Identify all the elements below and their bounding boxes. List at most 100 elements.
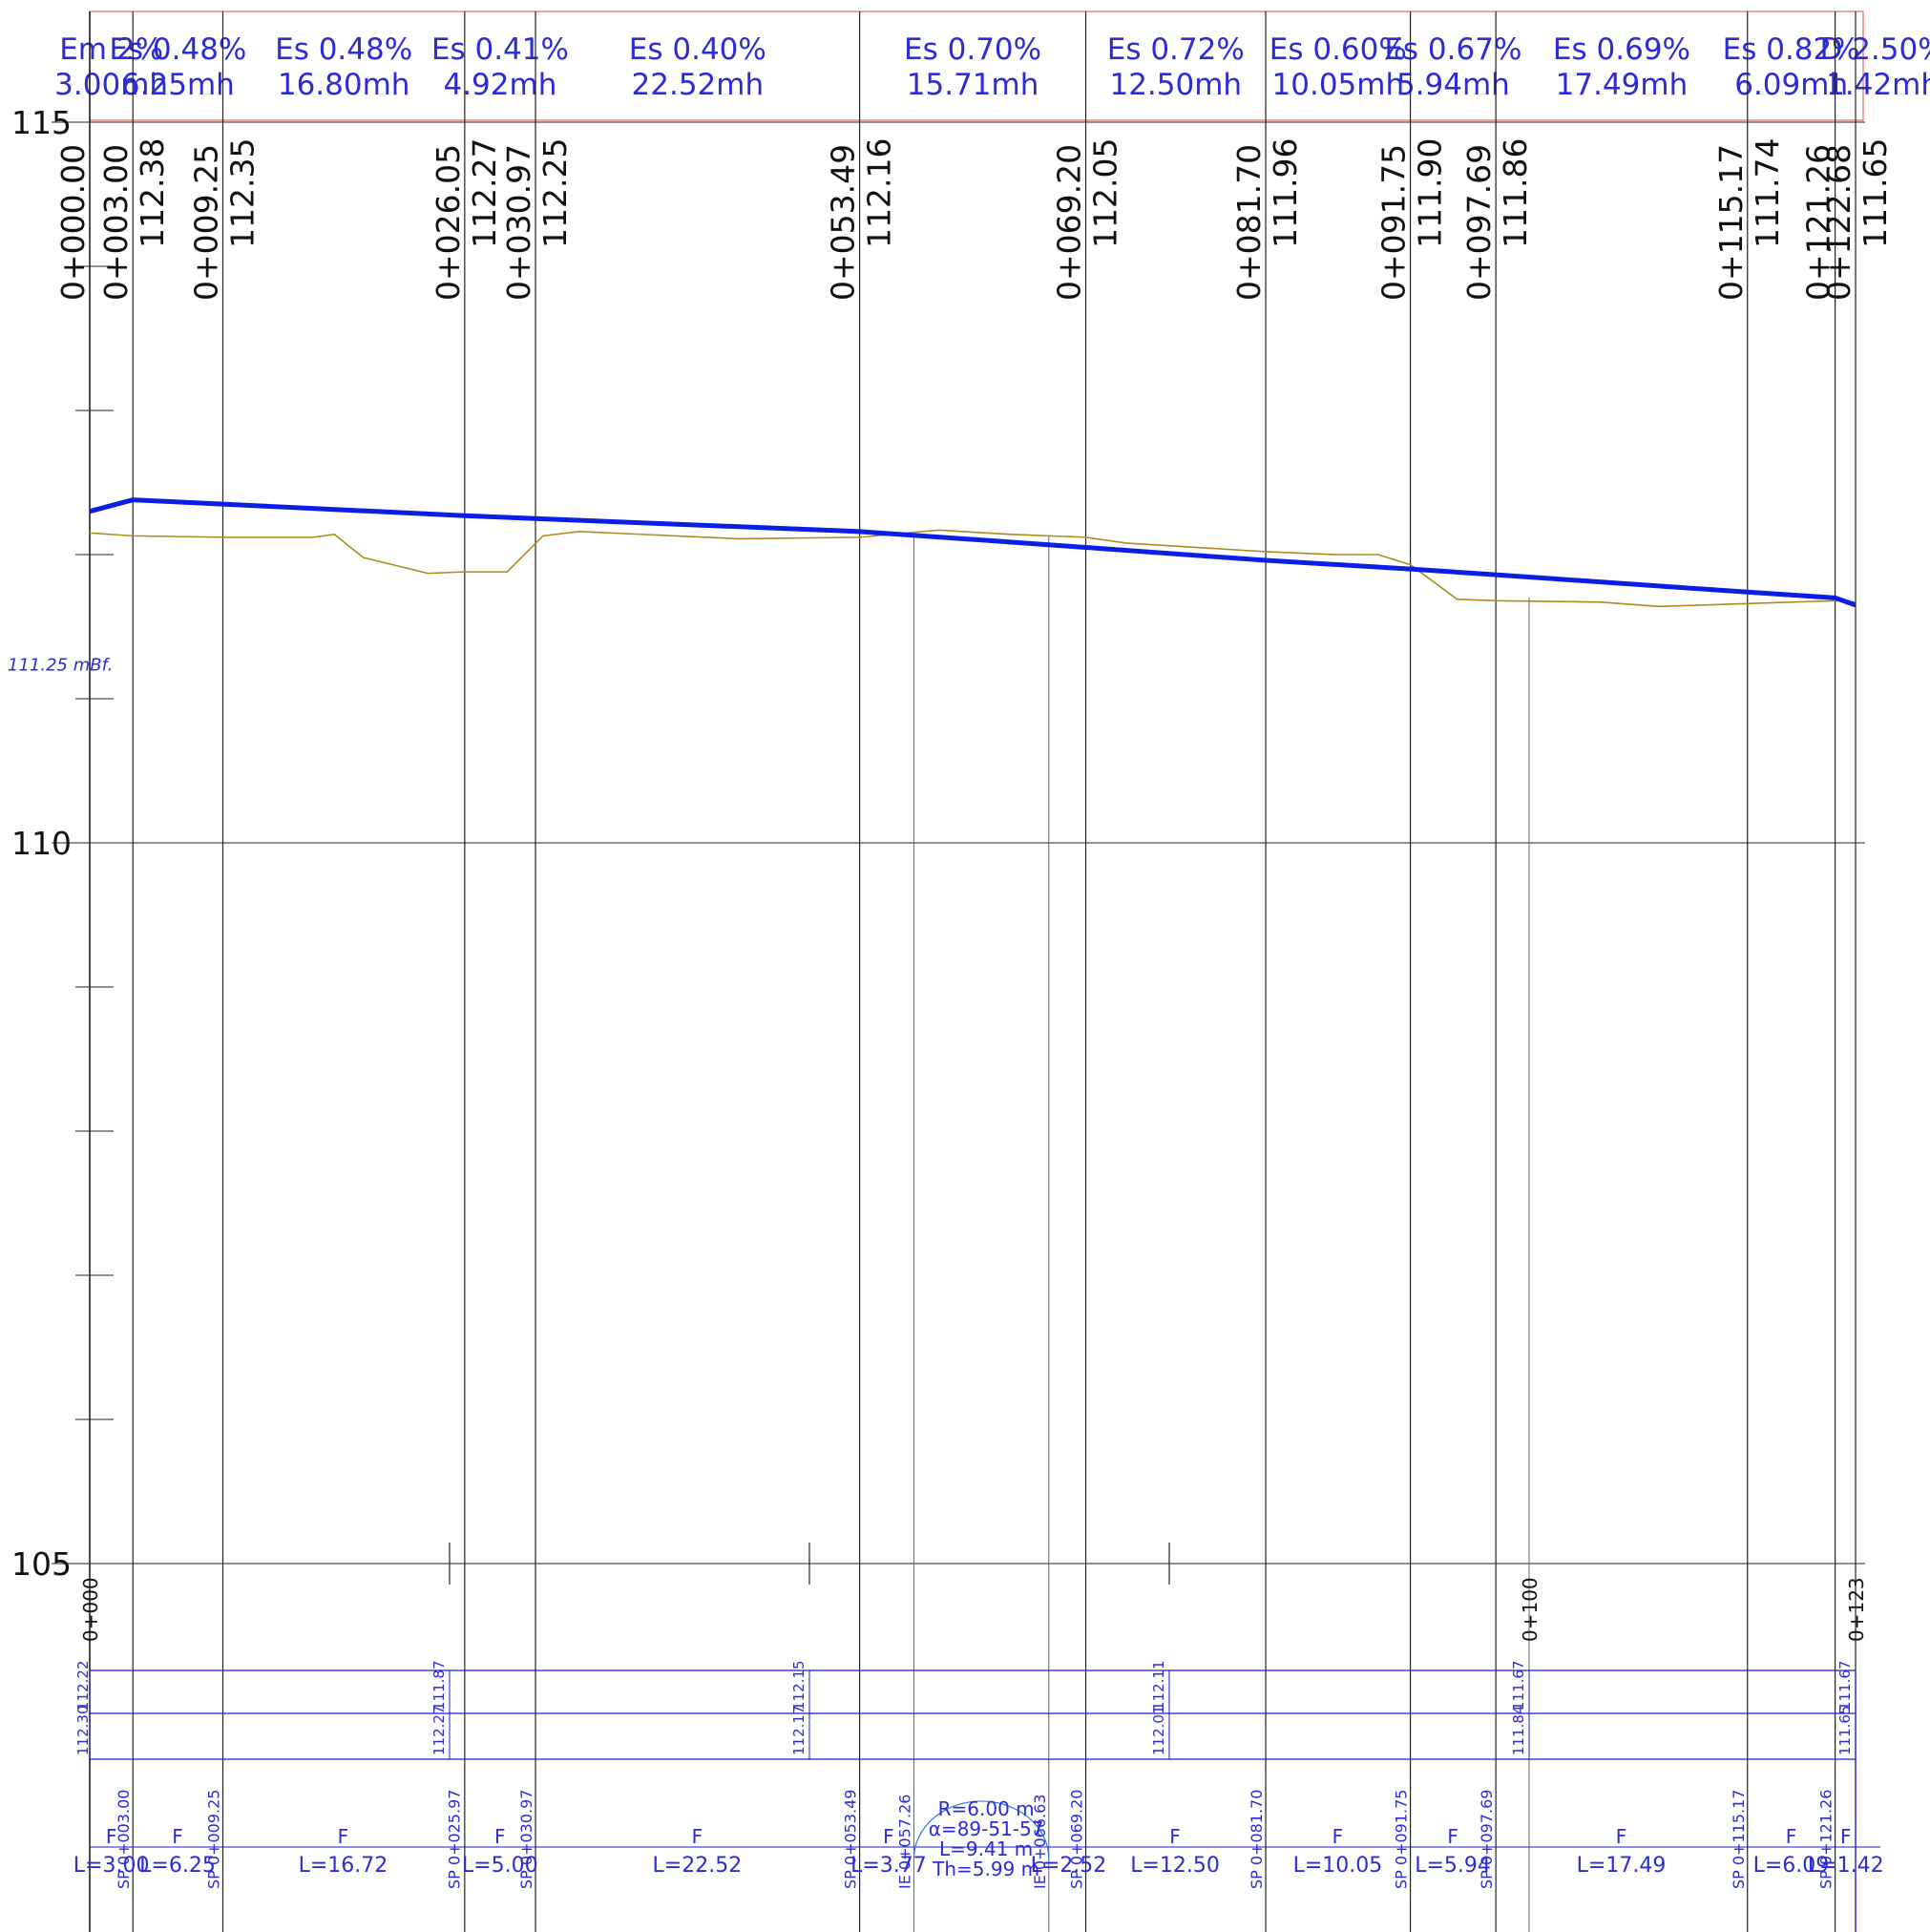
table-station-label: IE 0+066.63 — [1031, 1795, 1049, 1889]
header-gradient-label: Es 0.82% — [1723, 32, 1860, 67]
segment-code: F — [1616, 1825, 1627, 1848]
table-station-label: SP 0+003.00 — [115, 1790, 133, 1889]
table-value: 111.84 — [1510, 1706, 1527, 1756]
segment-code: F — [883, 1825, 894, 1848]
station-lines — [89, 11, 1857, 1932]
table-station-label: SP 0+069.20 — [1068, 1790, 1086, 1889]
table-station-label: SP 0+097.69 — [1478, 1790, 1496, 1889]
station-elevation-label: 112.25 — [536, 138, 574, 248]
header-gradient-label: Es 0.60% — [1269, 32, 1407, 67]
design-profile-line — [89, 497, 1857, 608]
profile-grid — [52, 11, 1866, 1932]
header-length-label: 17.49mh — [1556, 68, 1689, 102]
header-length-label: 10.05mh — [1272, 68, 1405, 102]
header-gradient-label: Em 2% — [59, 32, 163, 67]
segment-code: F — [692, 1825, 703, 1848]
header-length-label: 4.92mh — [443, 68, 556, 102]
station-elevation-label: 111.90 — [1412, 138, 1449, 248]
table-value: 111.65 — [1836, 1706, 1854, 1756]
chainage-axis-label: 0+000 — [79, 1577, 102, 1642]
table-station-label: SP 0+030.97 — [517, 1790, 535, 1889]
segment-code: F — [494, 1825, 506, 1848]
table-value: 111.67 — [1836, 1661, 1854, 1712]
curve-parameter: R=6.00 m — [938, 1797, 1035, 1820]
elevation-axis-label: 110 — [11, 825, 72, 862]
station-elevation-label: 111.96 — [1267, 138, 1304, 248]
station-elevation-label: 112.05 — [1087, 138, 1124, 248]
curve-parameter: Th=5.99 m — [932, 1858, 1039, 1880]
station-chainage-label: 0+081.70 — [1230, 144, 1268, 301]
station-chainage-label: 0+122.68 — [1820, 144, 1857, 301]
curve-parameter: L=9.41 m — [939, 1838, 1033, 1860]
header-gradient-label: Es 0.41% — [431, 32, 569, 67]
segment-length: L=2.52 — [1031, 1854, 1107, 1878]
station-chainage-label: 0+026.05 — [430, 144, 467, 301]
station-chainage-label: 0+003.00 — [97, 144, 135, 301]
table-station-label: IE 0+057.26 — [895, 1795, 913, 1889]
station-chainage-label: 0+009.25 — [187, 144, 224, 301]
header-length-label: 16.80mh — [278, 68, 410, 102]
segment-code: F — [1840, 1825, 1852, 1848]
table-value: 112.15 — [790, 1661, 808, 1712]
table-value: 112.30 — [74, 1706, 92, 1756]
chainage-axis-label: 0+123 — [1845, 1577, 1868, 1642]
station-chainage-label: 0+091.75 — [1375, 144, 1413, 301]
segment-length: L=1.42 — [1808, 1854, 1884, 1878]
station-elevation-label: 111.74 — [1749, 138, 1786, 248]
header-gradient-label: Es 0.67% — [1384, 32, 1521, 67]
segment-length: L=5.94 — [1415, 1854, 1491, 1878]
segment-length: L=5.00 — [462, 1854, 538, 1878]
header-length-label: 12.50mh — [1109, 68, 1242, 102]
header-gradient-label: Es 0.70% — [904, 32, 1041, 67]
table-station-label: SP 0+053.49 — [842, 1790, 860, 1889]
station-elevation-label: 112.35 — [223, 138, 261, 248]
elevation-axis-label: 115 — [11, 104, 72, 141]
table-value: 112.01 — [1150, 1706, 1167, 1756]
station-chainage-label: 0+097.69 — [1460, 144, 1498, 301]
segment-length: L=6.09 — [1753, 1854, 1830, 1878]
segment-length: L=12.50 — [1130, 1854, 1220, 1878]
datum-label: 111.25 mBf. — [8, 655, 113, 675]
table-station-label: SP 0+115.17 — [1730, 1790, 1748, 1889]
station-elevation-label: 111.65 — [1857, 138, 1894, 248]
segment-code: F — [1786, 1825, 1797, 1848]
header-length-label: 22.52mh — [632, 68, 765, 102]
chainage-axis-label: 0+100 — [1519, 1577, 1542, 1642]
station-chainage-label: 0+069.20 — [1051, 144, 1088, 301]
elevation-axis-label: 105 — [11, 1545, 72, 1583]
table-station-label: SP 0+091.75 — [1393, 1790, 1411, 1889]
ground-line — [89, 529, 1857, 608]
segment-length: L=3.77 — [850, 1854, 927, 1878]
table-value: 112.27 — [430, 1706, 448, 1756]
table-value: 111.87 — [430, 1661, 448, 1712]
table-value: 111.67 — [1510, 1661, 1527, 1712]
segment-length: L=17.49 — [1577, 1854, 1667, 1878]
header-length-label: 1.42mh — [1826, 68, 1930, 102]
header-length-label: 6.25mh — [121, 68, 235, 102]
table-station-label: SP 0+081.70 — [1248, 1790, 1266, 1889]
header-gradient-label: Es 0.69% — [1553, 32, 1690, 67]
header-gradient-label: Es 0.72% — [1107, 32, 1245, 67]
segment-code: F — [1332, 1825, 1344, 1848]
curve-parameter: α=89-51-57 — [929, 1817, 1044, 1840]
segment-code: F — [172, 1825, 183, 1848]
station-chainage-label: 0+121.26 — [1800, 144, 1837, 301]
table-value: 112.22 — [74, 1661, 92, 1712]
segment-length: L=3.00 — [73, 1854, 150, 1878]
header-length-label: 15.71mh — [907, 68, 1039, 102]
segment-length: L=16.72 — [299, 1854, 388, 1878]
segment-code: F — [338, 1825, 349, 1848]
curve-arc — [913, 1800, 1050, 1859]
segment-length: L=22.52 — [653, 1854, 743, 1878]
table-value: 112.17 — [790, 1706, 808, 1756]
axis-labels: 115 110 105 111.25 mBf. 0+000 0+100 0+123 — [8, 104, 1868, 1642]
station-chainage-label: 0+053.49 — [825, 144, 862, 301]
table-value: 112.11 — [1150, 1661, 1167, 1712]
header-gradient-labels: Em 2%Es 0.48% Es 0.48% Es 0.41% Es 0.40% Es … — [54, 32, 1930, 102]
header-gradient-label: Es 0.40% — [629, 32, 766, 67]
table-station-label: SP 0+009.25 — [204, 1790, 222, 1889]
data-table: 112.22 111.87 112.15 112.11 111.67 111.67 112.… — [73, 1661, 1884, 1932]
header-length-label: 3.00mh — [54, 68, 168, 102]
